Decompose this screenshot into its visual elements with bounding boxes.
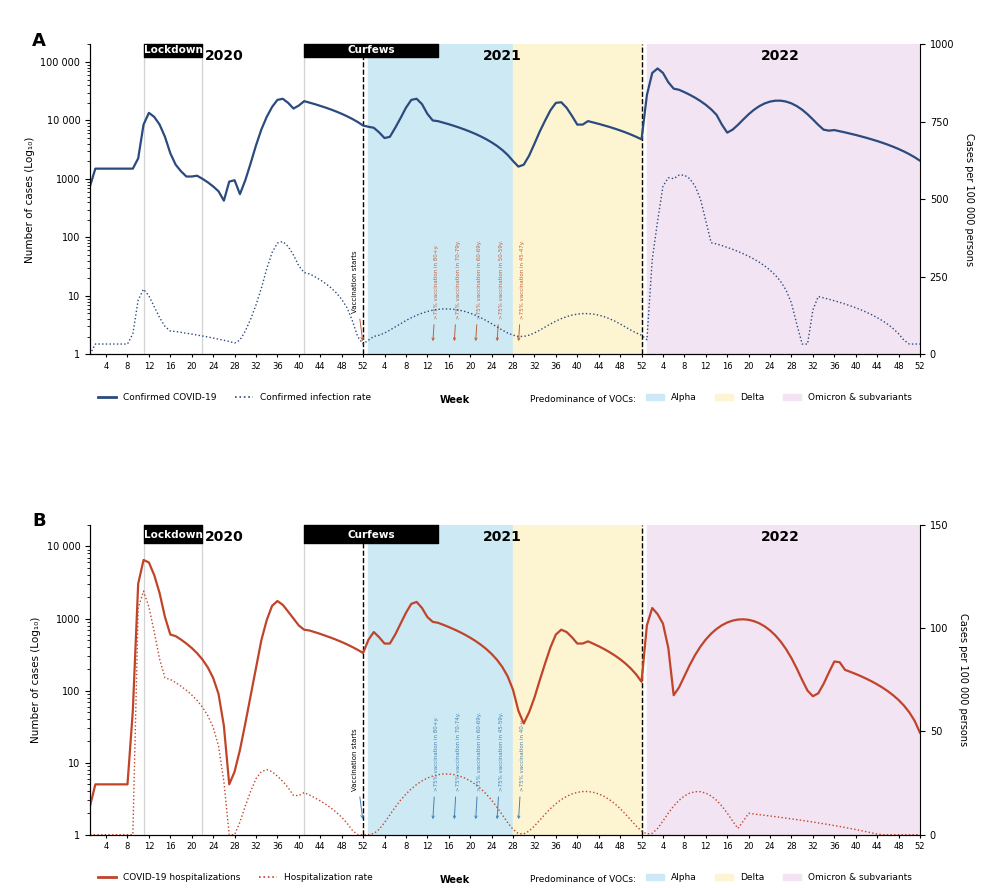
Text: Lockdown: Lockdown [144, 530, 202, 540]
Bar [368, 44, 513, 354]
Y-axis label: Cases per 100 000 persons: Cases per 100 000 persons [958, 614, 968, 746]
Text: 2021: 2021 [483, 530, 522, 543]
Text: Week: Week [440, 875, 470, 885]
Text: Predominance of VOCs:: Predominance of VOCs: [530, 394, 636, 404]
Text: >75% vaccination in 70-74y.: >75% vaccination in 70-74y. [453, 712, 461, 818]
Text: Vaccination starts: Vaccination starts [352, 250, 364, 340]
Text: >75% vaccination in 45-59y.: >75% vaccination in 45-59y. [496, 712, 504, 818]
Text: 2020: 2020 [204, 530, 243, 543]
Text: >75% vaccination in 60-69y.: >75% vaccination in 60-69y. [475, 240, 482, 340]
Y-axis label: Cases per 100 000 persons: Cases per 100 000 persons [964, 133, 974, 266]
Text: 2021: 2021 [483, 49, 522, 62]
Legend: Alpha, Delta, Omicron & subvariants: Alpha, Delta, Omicron & subvariants [642, 389, 915, 406]
Text: >75% vaccination in 80+y.: >75% vaccination in 80+y. [432, 717, 439, 818]
Bar [513, 44, 642, 354]
Text: >75% vaccination in 40-y.: >75% vaccination in 40-y. [518, 719, 525, 818]
Text: >75% vaccination in 60-69y.: >75% vaccination in 60-69y. [475, 712, 482, 818]
Text: 2022: 2022 [761, 49, 800, 62]
Text: A: A [32, 32, 46, 50]
Text: Lockdown: Lockdown [144, 45, 202, 55]
Text: Curfews: Curfews [347, 530, 395, 540]
Text: B: B [32, 512, 46, 530]
Text: Predominance of VOCs:: Predominance of VOCs: [530, 875, 636, 884]
Text: 2022: 2022 [761, 530, 800, 543]
Bar [647, 44, 920, 354]
Text: Curfews: Curfews [347, 45, 395, 55]
Text: >75% vaccination in 80+y.: >75% vaccination in 80+y. [432, 244, 439, 340]
Y-axis label: Number of cases (Log₁₀): Number of cases (Log₁₀) [31, 616, 41, 743]
Text: >75% vaccination in 45-47y.: >75% vaccination in 45-47y. [518, 240, 525, 340]
Text: >75% vaccination in 70-79y.: >75% vaccination in 70-79y. [453, 240, 461, 340]
Y-axis label: Number of cases (Log₁₀): Number of cases (Log₁₀) [25, 136, 35, 263]
Text: >75% vaccination in 50-59y.: >75% vaccination in 50-59y. [496, 240, 504, 340]
Text: Week: Week [440, 394, 470, 405]
Text: Vaccination starts: Vaccination starts [352, 729, 364, 818]
Legend: Alpha, Delta, Omicron & subvariants: Alpha, Delta, Omicron & subvariants [642, 869, 915, 886]
Text: 2020: 2020 [204, 49, 243, 62]
Bar [647, 525, 920, 835]
Bar [368, 525, 513, 835]
Bar [513, 525, 642, 835]
